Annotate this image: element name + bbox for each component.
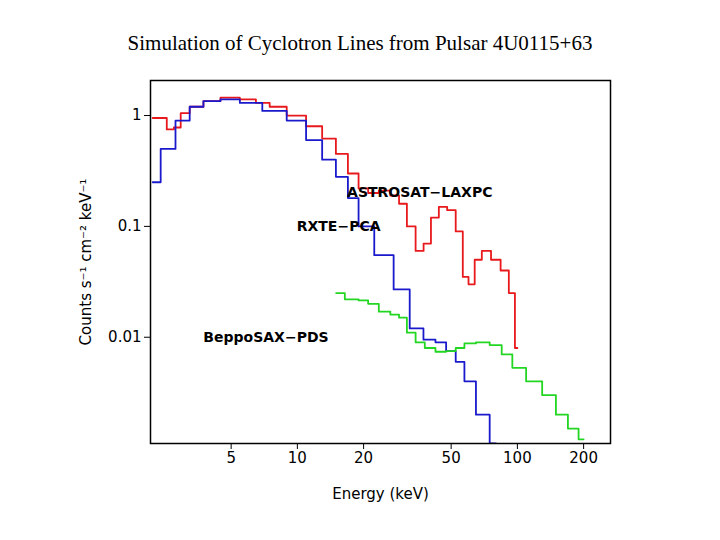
svg-text:ASTROSAT−LAXPC: ASTROSAT−LAXPC <box>347 184 492 200</box>
svg-text:10: 10 <box>288 449 307 467</box>
svg-text:RXTE−PCA: RXTE−PCA <box>297 218 381 234</box>
svg-text:0.01: 0.01 <box>108 328 141 346</box>
svg-text:BeppoSAX−PDS: BeppoSAX−PDS <box>203 329 328 345</box>
svg-text:0.1: 0.1 <box>118 217 142 235</box>
html-text:Simulation of Cyclotron Lines: Simulation of Cyclotron Lines from Pulsa… <box>127 31 593 55</box>
svg-text:20: 20 <box>354 449 373 467</box>
svg-text:Energy (keV): Energy (keV) <box>332 485 429 503</box>
svg-text:1: 1 <box>132 106 142 124</box>
svg-text:200: 200 <box>569 449 598 467</box>
svg-text:50: 50 <box>442 449 461 467</box>
svg-text:5: 5 <box>226 449 236 467</box>
svg-text:100: 100 <box>503 449 532 467</box>
svg-text:Counts s⁻¹ cm⁻² keV⁻¹: Counts s⁻¹ cm⁻² keV⁻¹ <box>77 179 95 346</box>
